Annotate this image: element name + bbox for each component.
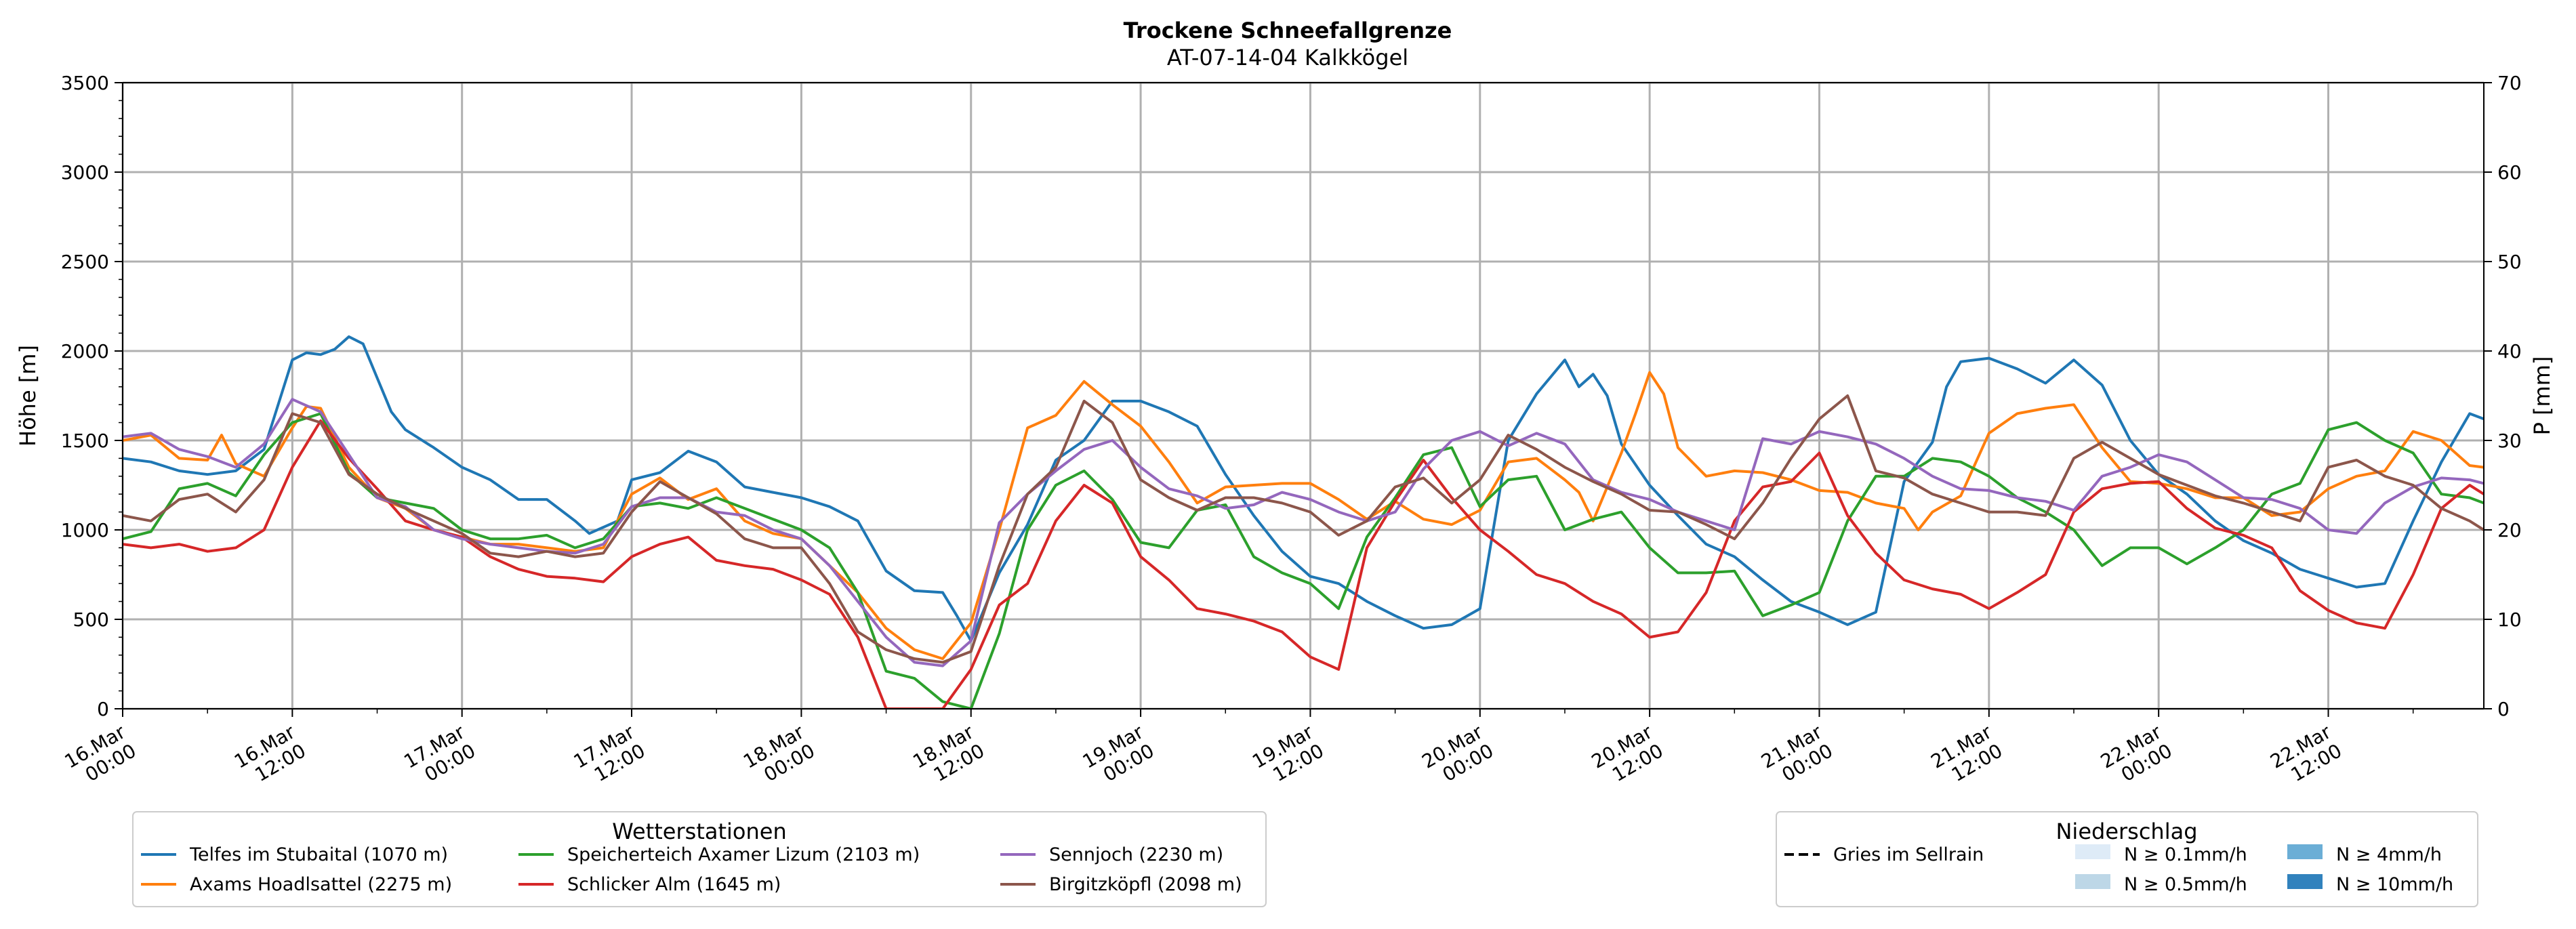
legend-precip-swatch xyxy=(2287,844,2323,859)
y2-tick-label: 70 xyxy=(2497,72,2522,94)
chart-subtitle: AT-07-14-04 Kalkkögel xyxy=(1167,45,1408,70)
legend-station-label: Telfes im Stubaital (1070 m) xyxy=(189,844,448,865)
y2-axis-label: P [mm] xyxy=(2529,356,2555,436)
y2-tick-label: 50 xyxy=(2497,251,2522,273)
legend-precip-label: N ≥ 0.5mm/h xyxy=(2124,874,2247,895)
y-tick-label: 3000 xyxy=(61,161,109,184)
legend-precip-label: N ≥ 10mm/h xyxy=(2336,874,2453,895)
y-tick-label: 2000 xyxy=(61,340,109,363)
legend-station-label: Speicherteich Axamer Lizum (2103 m) xyxy=(567,844,920,865)
legend-precip-title: Niederschlag xyxy=(2056,819,2197,844)
series-line-6 xyxy=(123,394,2484,664)
y-axis-left: 0 500 1000 1500 2000 2500 3000 3500 xyxy=(61,72,123,720)
legend-station-label: Sennjoch (2230 m) xyxy=(1049,844,1223,865)
y2-tick-label: 40 xyxy=(2497,340,2522,363)
y2-tick-label: 60 xyxy=(2497,161,2522,184)
legend-stations-title: Wetterstationen xyxy=(612,819,786,844)
legend-precip-label: N ≥ 0.1mm/h xyxy=(2124,844,2247,865)
legend-station-label: Birgitzköpfl (2098 m) xyxy=(1049,874,1242,895)
series-line-1 xyxy=(123,335,2484,642)
y-tick-label: 1000 xyxy=(61,519,109,541)
chart-title: Trockene Schneefallgrenze xyxy=(1124,18,1452,43)
y2-tick-label: 0 xyxy=(2497,698,2510,720)
legend-precip-swatch xyxy=(2287,874,2323,889)
legend-precip-swatch xyxy=(2075,874,2110,889)
legend-precip-swatch xyxy=(2075,844,2110,859)
y-tick-label: 1500 xyxy=(61,430,109,452)
legend-station-label: Schlicker Alm (1645 m) xyxy=(567,874,781,895)
legend-precip-label: N ≥ 4mm/h xyxy=(2336,844,2442,865)
legend-precip-label: Gries im Sellrain xyxy=(1833,844,1984,865)
plot-frame xyxy=(122,82,2485,709)
y-axis-label: Höhe [m] xyxy=(15,345,41,447)
series-line-2 xyxy=(123,371,2484,661)
y-tick-label: 500 xyxy=(73,608,109,631)
y-axis-right: 0 10 20 30 40 50 60 70 xyxy=(2484,72,2522,720)
legend-stations-box xyxy=(132,811,1267,907)
y-tick-label: 0 xyxy=(97,698,109,720)
grid xyxy=(121,81,2484,710)
y-tick-label: 3500 xyxy=(61,72,109,94)
series-line-3 xyxy=(123,412,2484,709)
series-line-5 xyxy=(123,398,2484,667)
legend-precip: Niederschlag Gries im Sellrain N ≥ 0.1mm/… xyxy=(1776,811,2478,907)
legend-stations: Wetterstationen Telfes im Stubaital (107… xyxy=(132,811,1267,907)
legend-station-label: Axams Hoadlsattel (2275 m) xyxy=(190,874,452,895)
y2-tick-label: 20 xyxy=(2497,519,2522,541)
y2-tick-label: 10 xyxy=(2497,608,2522,631)
y2-tick-label: 30 xyxy=(2497,430,2522,452)
series-lines xyxy=(123,335,2484,709)
series-line-4 xyxy=(123,419,2484,709)
y-tick-label: 2500 xyxy=(61,251,109,273)
